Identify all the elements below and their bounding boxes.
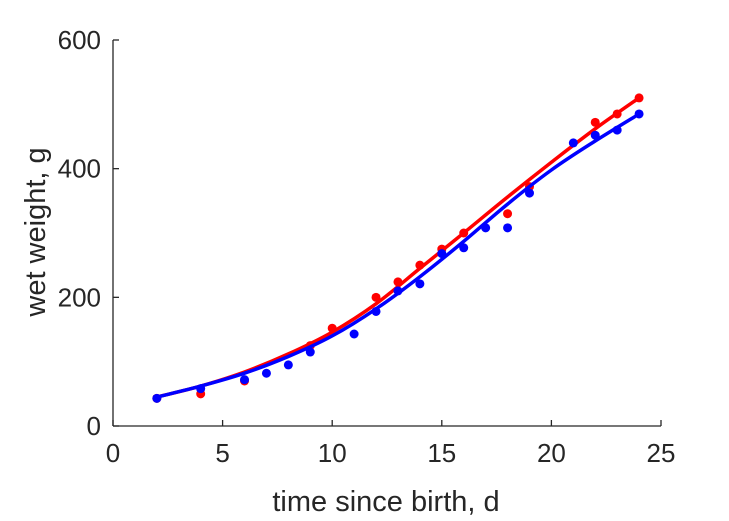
data-point <box>240 375 250 385</box>
x-tick-label: 5 <box>215 438 229 468</box>
data-point <box>349 329 359 339</box>
data-point <box>612 109 622 119</box>
y-tick-label: 600 <box>58 25 101 55</box>
data-point <box>612 125 622 135</box>
y-tick-label: 400 <box>58 154 101 184</box>
data-point <box>634 93 644 103</box>
data-point <box>327 323 337 333</box>
data-point <box>283 360 293 370</box>
data-point <box>152 393 162 403</box>
data-point <box>503 223 513 233</box>
fit-curve <box>155 112 641 399</box>
x-tick-label: 15 <box>427 438 456 468</box>
data-point <box>481 223 491 233</box>
y-axis-label: wet weight, g <box>20 147 52 317</box>
data-point <box>305 347 315 357</box>
x-tick-label: 20 <box>537 438 566 468</box>
x-tick-label: 25 <box>647 438 676 468</box>
x-tick-label: 0 <box>106 438 120 468</box>
axes: 0 5 10 15 20 25 0 200 400 600 <box>58 25 676 468</box>
data-point <box>459 228 469 238</box>
data-point <box>459 243 469 253</box>
y-tick-label: 0 <box>87 411 101 441</box>
data-point <box>261 368 271 378</box>
data-point <box>371 292 381 302</box>
fit-curve <box>155 96 641 399</box>
data-point <box>393 286 403 296</box>
data-point <box>371 306 381 316</box>
x-axis-label: time since birth, d <box>272 486 499 518</box>
data-point <box>524 188 534 198</box>
data-point <box>415 279 425 289</box>
series-2 <box>152 109 644 403</box>
data-point <box>503 209 513 219</box>
data-point <box>393 277 403 287</box>
x-tick-label: 10 <box>318 438 347 468</box>
data-point <box>415 260 425 270</box>
data-point <box>634 109 644 119</box>
series-1 <box>152 93 644 403</box>
data-point <box>590 130 600 140</box>
data-point <box>437 249 447 259</box>
data-point <box>568 138 578 148</box>
data-point <box>196 384 206 394</box>
data-point <box>590 117 600 127</box>
plot-area <box>152 93 644 403</box>
y-tick-label: 200 <box>58 282 101 312</box>
